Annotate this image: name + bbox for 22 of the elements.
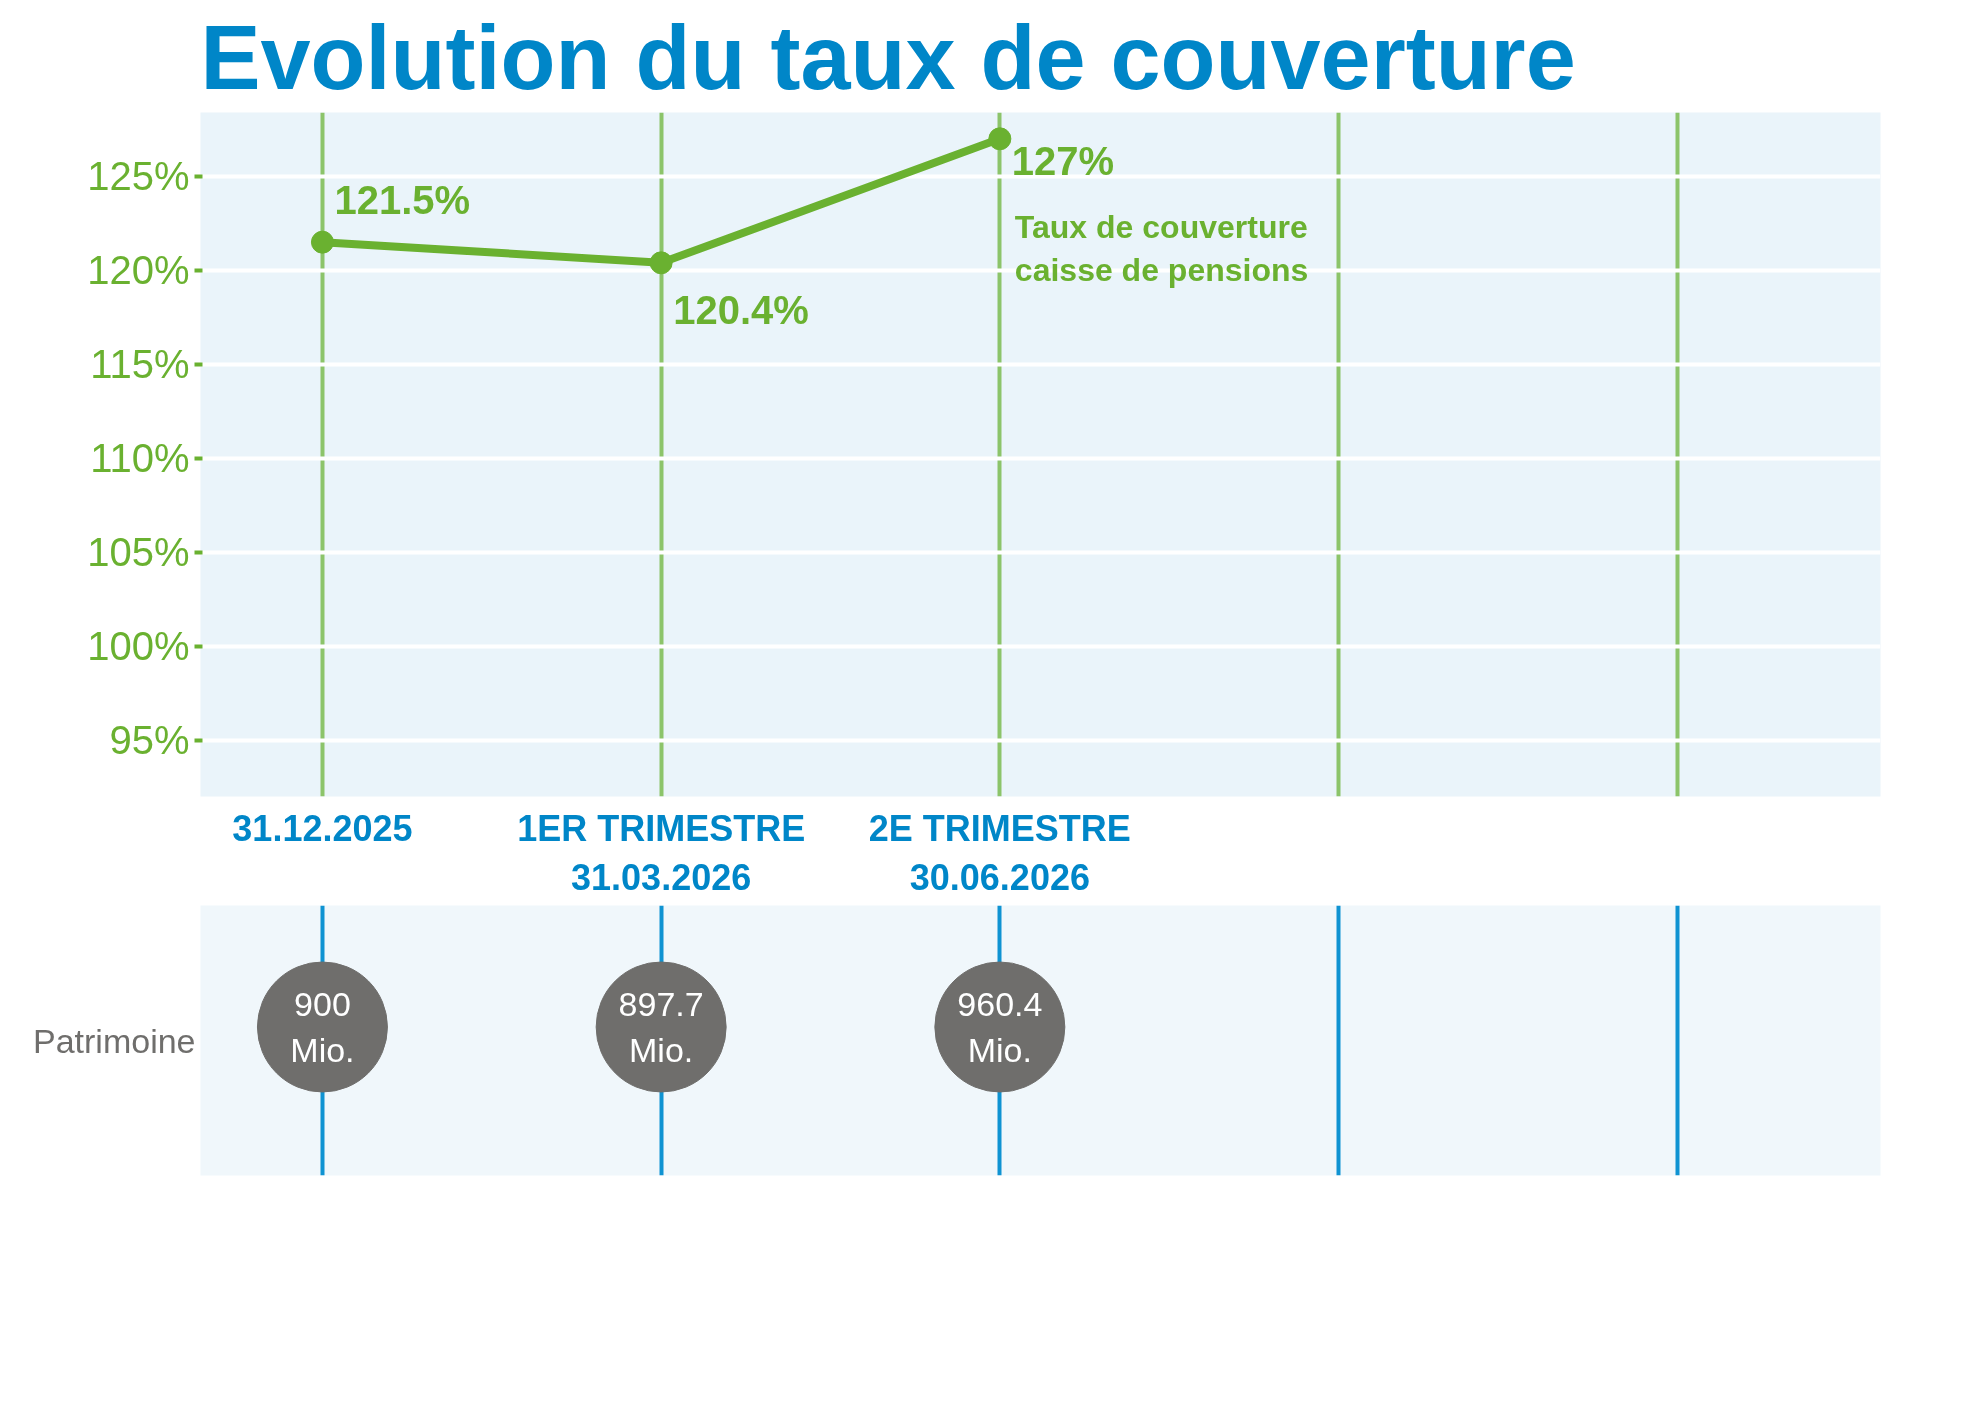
text: 897.7 Mio. [618,985,704,1069]
x-tick-label: 1ER TRIMESTRE 31.03.2026 [517,807,806,898]
y-tick-label: 120% [87,248,190,293]
point [310,230,334,254]
x-tick-label: 2E TRIMESTRE 30.06.2026 [868,807,1131,898]
series-label: Taux de couverture caisse de pensions [1014,208,1309,289]
y-tick-label: 115% [90,342,190,387]
text: 900 Mio. [290,985,355,1069]
point [649,251,673,275]
text: Patrimoine [32,1021,196,1060]
data-label: 120.4% [673,287,809,332]
data-label: 121.5% [334,178,471,223]
point [988,127,1012,151]
data-label: 127% [1011,138,1115,183]
y-tick-label: 125% [87,154,190,199]
y-tick-label: 105% [87,530,190,575]
text: 960.4 Mio. [957,985,1043,1069]
y-tick-label: 95% [109,718,190,763]
y-tick-label: 100% [87,624,190,669]
chart-title: Evolution du taux de couverture [200,7,1576,108]
y-tick-label: 110% [90,436,190,481]
x-tick-label: 31.12.2025 [232,807,413,849]
